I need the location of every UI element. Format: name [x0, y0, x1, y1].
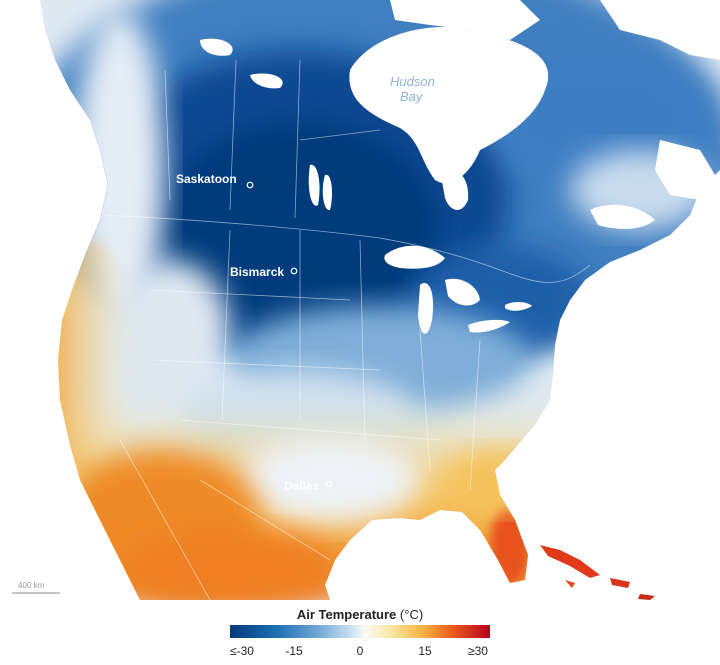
lake-superior	[384, 245, 445, 269]
legend-tick: ≤-30	[230, 644, 254, 658]
svg-text:Hudson: Hudson	[390, 74, 435, 89]
city-label: Dallas	[284, 479, 320, 493]
city-label: Bismarck	[230, 265, 284, 279]
svg-text:Bay: Bay	[400, 89, 424, 104]
lake-michigan	[418, 283, 434, 334]
caribbean-islands	[540, 545, 655, 600]
city-dallas: Dallas	[284, 479, 333, 493]
legend-tick: -15	[285, 644, 303, 658]
hudson-bay	[349, 26, 549, 184]
temperature-map: 400 km Hudson Bay Saskatoon Bismarck Dal…	[12, 0, 720, 600]
city-label: Saskatoon	[176, 172, 237, 186]
hudson-bay-label: Hudson Bay	[390, 74, 435, 104]
legend-tick: 0	[356, 644, 364, 658]
map-canvas: 400 km Hudson Bay Saskatoon Bismarck Dal…	[12, 0, 720, 600]
legend-tick: 15	[418, 644, 432, 658]
city-marker	[290, 267, 298, 275]
legend-color-bar	[230, 625, 490, 638]
boundaries	[104, 59, 591, 600]
city-marker	[246, 181, 254, 189]
lake-huron	[445, 278, 480, 306]
water-bodies	[200, 0, 720, 334]
city-bismarck: Bismarck	[230, 265, 298, 279]
city-saskatoon: Saskatoon	[176, 172, 254, 189]
scale-label: 400 km	[18, 581, 45, 590]
us-canada-border	[104, 214, 591, 283]
legend-title: Air Temperature (°C)	[296, 607, 424, 622]
legend-tick: ≥30	[468, 644, 488, 658]
city-marker	[325, 480, 333, 488]
lake-ontario	[505, 302, 532, 311]
lake-erie	[468, 319, 510, 333]
scale-bar: 400 km	[12, 581, 60, 594]
temperature-legend: Air Temperature (°C) ≤-30 -15 0 15 ≥30	[230, 602, 490, 662]
